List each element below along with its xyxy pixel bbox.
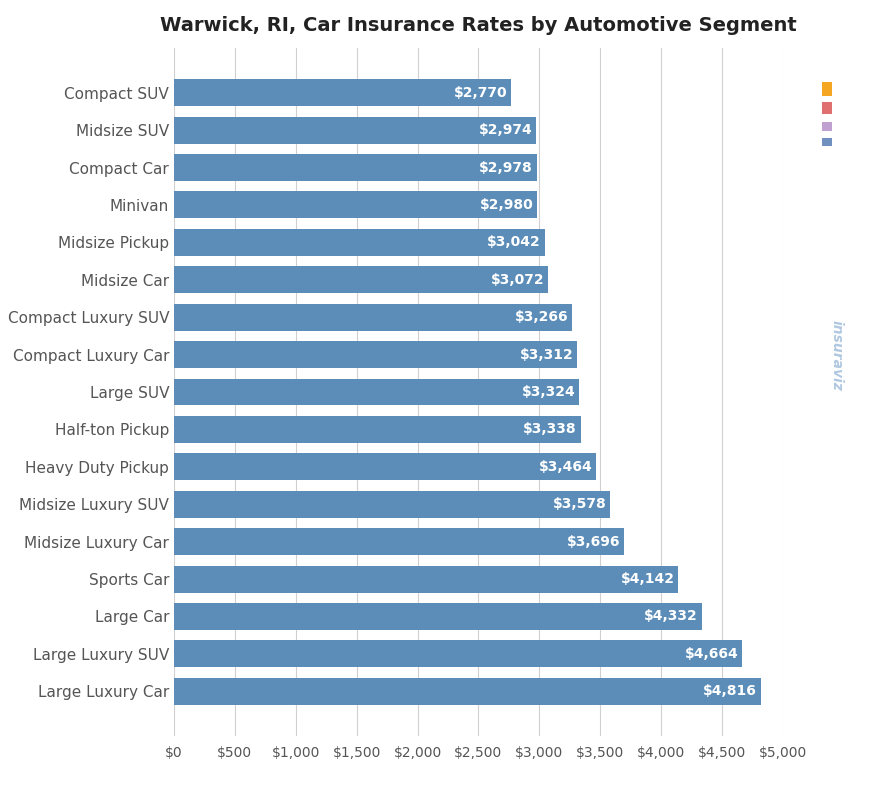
Text: $3,464: $3,464: [538, 460, 592, 474]
Text: $3,338: $3,338: [522, 422, 576, 437]
Bar: [174, 566, 678, 593]
Text: $2,978: $2,978: [479, 161, 533, 174]
Bar: [174, 304, 571, 330]
Text: $2,980: $2,980: [479, 198, 533, 212]
Bar: [174, 640, 741, 667]
Bar: [174, 341, 577, 368]
Bar: [174, 454, 595, 480]
Title: Warwick, RI, Car Insurance Rates by Automotive Segment: Warwick, RI, Car Insurance Rates by Auto…: [160, 16, 796, 35]
Bar: [174, 79, 511, 106]
Text: $3,324: $3,324: [521, 385, 574, 399]
Bar: [174, 490, 609, 518]
Bar: [174, 528, 623, 555]
Bar: [174, 191, 536, 218]
Text: $3,042: $3,042: [487, 235, 541, 250]
Text: $3,578: $3,578: [552, 498, 606, 511]
Text: $4,332: $4,332: [643, 610, 697, 623]
Bar: [174, 266, 547, 294]
Text: $3,266: $3,266: [514, 310, 567, 324]
Bar: [174, 416, 580, 443]
Bar: [174, 117, 535, 144]
Bar: [174, 378, 578, 406]
Text: insuraviz: insuraviz: [829, 320, 843, 391]
Text: $2,974: $2,974: [478, 123, 532, 137]
Bar: [174, 603, 700, 630]
Bar: [174, 229, 544, 256]
Text: $3,312: $3,312: [520, 347, 573, 362]
Text: $2,770: $2,770: [454, 86, 507, 100]
Bar: [174, 678, 760, 705]
Text: $4,142: $4,142: [620, 572, 674, 586]
Text: $4,816: $4,816: [702, 684, 756, 698]
Bar: [174, 154, 536, 181]
Text: $3,696: $3,696: [567, 534, 620, 549]
Text: $4,664: $4,664: [684, 647, 738, 661]
Text: $3,072: $3,072: [490, 273, 544, 286]
